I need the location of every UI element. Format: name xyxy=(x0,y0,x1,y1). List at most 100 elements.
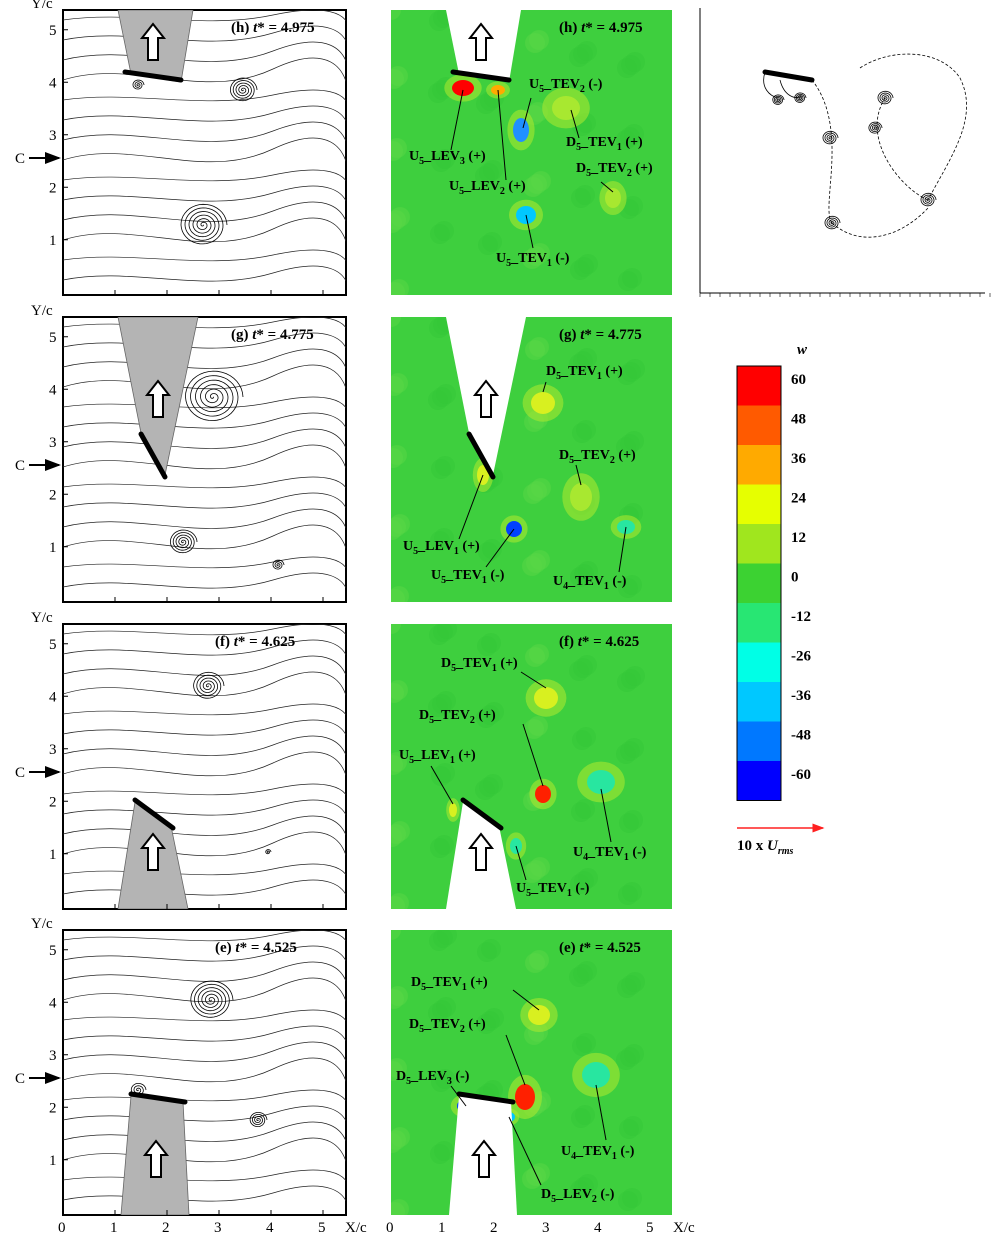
streamline-panel: (g) t* = 4.775 1 2 3 4 5 Y/c C xyxy=(15,303,347,603)
panel-label: (f) t* = 4.625 xyxy=(215,634,295,650)
streamline xyxy=(63,121,346,142)
streamline xyxy=(63,1169,346,1182)
field-texture xyxy=(391,930,401,940)
leader-line xyxy=(542,381,547,393)
streamline xyxy=(63,556,346,569)
vortex-label: U4_TEV1 (-) xyxy=(573,845,647,863)
x-tick-label: 2 xyxy=(162,1220,170,1236)
colorbar-tick-label: -48 xyxy=(791,728,811,744)
field-texture xyxy=(624,1044,644,1064)
field-texture xyxy=(623,810,643,830)
flapping-plate xyxy=(132,797,176,831)
field-texture xyxy=(530,1163,550,1183)
streamline xyxy=(63,961,346,982)
vortex-core xyxy=(868,121,883,134)
y-axis-label: Y/c xyxy=(31,916,53,932)
vortex-core xyxy=(772,94,785,105)
leader-line xyxy=(525,214,534,249)
streamline xyxy=(63,10,346,22)
motion-arrow-icon xyxy=(139,22,167,61)
motion-arrow-icon xyxy=(144,379,172,418)
vortex-label: U5_TEV1 (-) xyxy=(496,251,570,269)
field-texture xyxy=(391,207,410,227)
vortex-label: U5_TEV1 (-) xyxy=(516,881,590,899)
field-texture xyxy=(529,30,549,50)
vortex-path xyxy=(811,53,967,238)
colorbar-tick-label: 60 xyxy=(791,372,806,388)
leader-line xyxy=(515,845,527,881)
streamline-panel: (f) t* = 4.625 1 2 3 4 5 Y/c C xyxy=(15,610,347,910)
vortex-blob xyxy=(531,392,555,414)
vorticity-panel: D5_TEV1 (+) D5_TEV2 (+) D5_LEV3 (-) U4_TEV1… xyxy=(391,930,672,1215)
vortex-core xyxy=(190,980,234,1018)
field-texture xyxy=(577,961,597,981)
streamline xyxy=(63,1121,346,1142)
field-texture xyxy=(577,655,597,675)
field-texture xyxy=(578,1174,598,1194)
field-texture xyxy=(575,185,595,205)
streamline xyxy=(63,863,346,876)
colorbar-tick-label: 48 xyxy=(791,412,806,428)
colorbar-segment xyxy=(737,721,781,761)
vortex-blob xyxy=(587,770,615,794)
field-texture xyxy=(435,1069,455,1089)
colorbar-segment xyxy=(737,405,781,445)
field-texture xyxy=(625,666,645,686)
vortex-label: U5_TEV2 (-) xyxy=(529,77,603,95)
field-texture xyxy=(437,624,457,639)
flapping-plate xyxy=(138,431,168,480)
vortex-label: D5_TEV2 (+) xyxy=(419,708,496,726)
streamline-frame xyxy=(62,623,347,910)
y-tick-label: 5 xyxy=(49,943,57,959)
streamline xyxy=(63,977,346,1003)
field-texture xyxy=(391,514,410,534)
vortex-core xyxy=(180,203,228,245)
streamline xyxy=(63,169,346,182)
y-tick-label: 3 xyxy=(49,435,57,451)
vortex-core xyxy=(272,559,285,570)
vorticity-panel: U5_LEV3 (+) U5_LEV2 (+) U5_TEV2 (-) D5_TEV1… xyxy=(391,10,672,295)
field-texture xyxy=(623,196,643,216)
vortex-label: U5_LEV1 (+) xyxy=(399,748,476,766)
streamline xyxy=(63,1089,346,1102)
streamline xyxy=(63,57,346,83)
leader-line xyxy=(522,723,544,787)
x-tick-label: 0 xyxy=(386,1220,394,1236)
field-texture xyxy=(437,930,457,945)
vortex-label: D5_TEV1 (+) xyxy=(441,656,518,674)
colorbar-segment xyxy=(737,524,781,564)
x-tick-label: 5 xyxy=(646,1220,654,1236)
leader-line xyxy=(570,109,580,139)
field-texture xyxy=(391,586,409,602)
streamline xyxy=(63,930,346,942)
panel-label: (g) t* = 4.775 xyxy=(559,327,642,343)
field-texture xyxy=(577,41,597,61)
y-tick-label: 3 xyxy=(49,1048,57,1064)
colorbar-segment xyxy=(737,761,781,801)
field-texture xyxy=(435,456,455,476)
streamline xyxy=(63,1057,346,1083)
y-tick-label: 4 xyxy=(49,689,57,705)
vortex-label: D5_TEV2 (+) xyxy=(559,448,636,466)
streamline xyxy=(63,524,346,550)
vortex-core xyxy=(229,77,258,102)
streamline xyxy=(63,249,346,262)
colorbar-tick-label: 24 xyxy=(791,491,807,507)
streamline xyxy=(63,639,346,656)
leader-line xyxy=(450,89,464,151)
x-axis-label: X/c xyxy=(673,1220,695,1236)
panel-label: (e) t* = 4.525 xyxy=(559,940,641,956)
field-texture xyxy=(434,221,454,241)
streamline xyxy=(63,332,346,349)
c-marker-label: C xyxy=(15,765,25,781)
colorbar-segment xyxy=(737,563,781,603)
leader-line xyxy=(485,528,515,568)
vortex-label: D5_LEV2 (-) xyxy=(541,1187,615,1205)
field-texture xyxy=(436,691,456,711)
vortex-blob xyxy=(528,1005,550,1025)
field-texture xyxy=(577,348,597,368)
y-tick-label: 4 xyxy=(49,75,57,91)
field-texture xyxy=(576,727,596,747)
streamline xyxy=(63,428,346,449)
